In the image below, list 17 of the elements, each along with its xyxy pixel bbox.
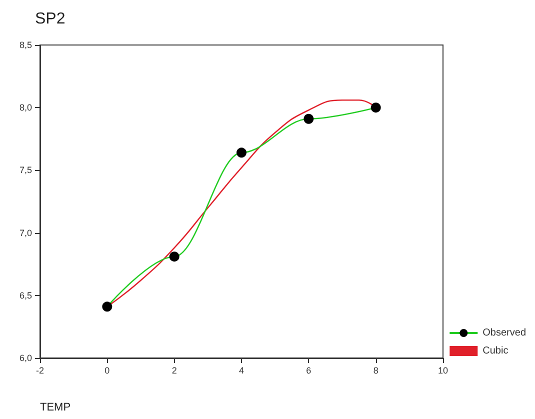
- x-tick-label: 10: [438, 366, 448, 376]
- y-tick-label: 6,5: [19, 290, 32, 300]
- x-tick-label: 0: [104, 366, 110, 376]
- x-tick-label: 4: [238, 366, 244, 376]
- chart-title: SP2: [35, 10, 66, 28]
- x-tick-label: 8: [373, 366, 378, 376]
- y-tick-label: 7,0: [19, 228, 32, 238]
- legend-label: Observed: [482, 328, 526, 338]
- y-tick-label: 7,5: [19, 165, 32, 176]
- legend-label: Cubic: [482, 346, 508, 356]
- x-tick-label: 2: [172, 366, 177, 376]
- x-tick-label: 6: [306, 366, 312, 376]
- y-tick-label: 8,0: [19, 102, 32, 113]
- y-tick-label: 6,0: [19, 353, 32, 363]
- y-tick-label: 8,5: [19, 40, 32, 50]
- x-tick-label: -2: [36, 366, 44, 376]
- x-axis-title: TEMP: [40, 402, 71, 414]
